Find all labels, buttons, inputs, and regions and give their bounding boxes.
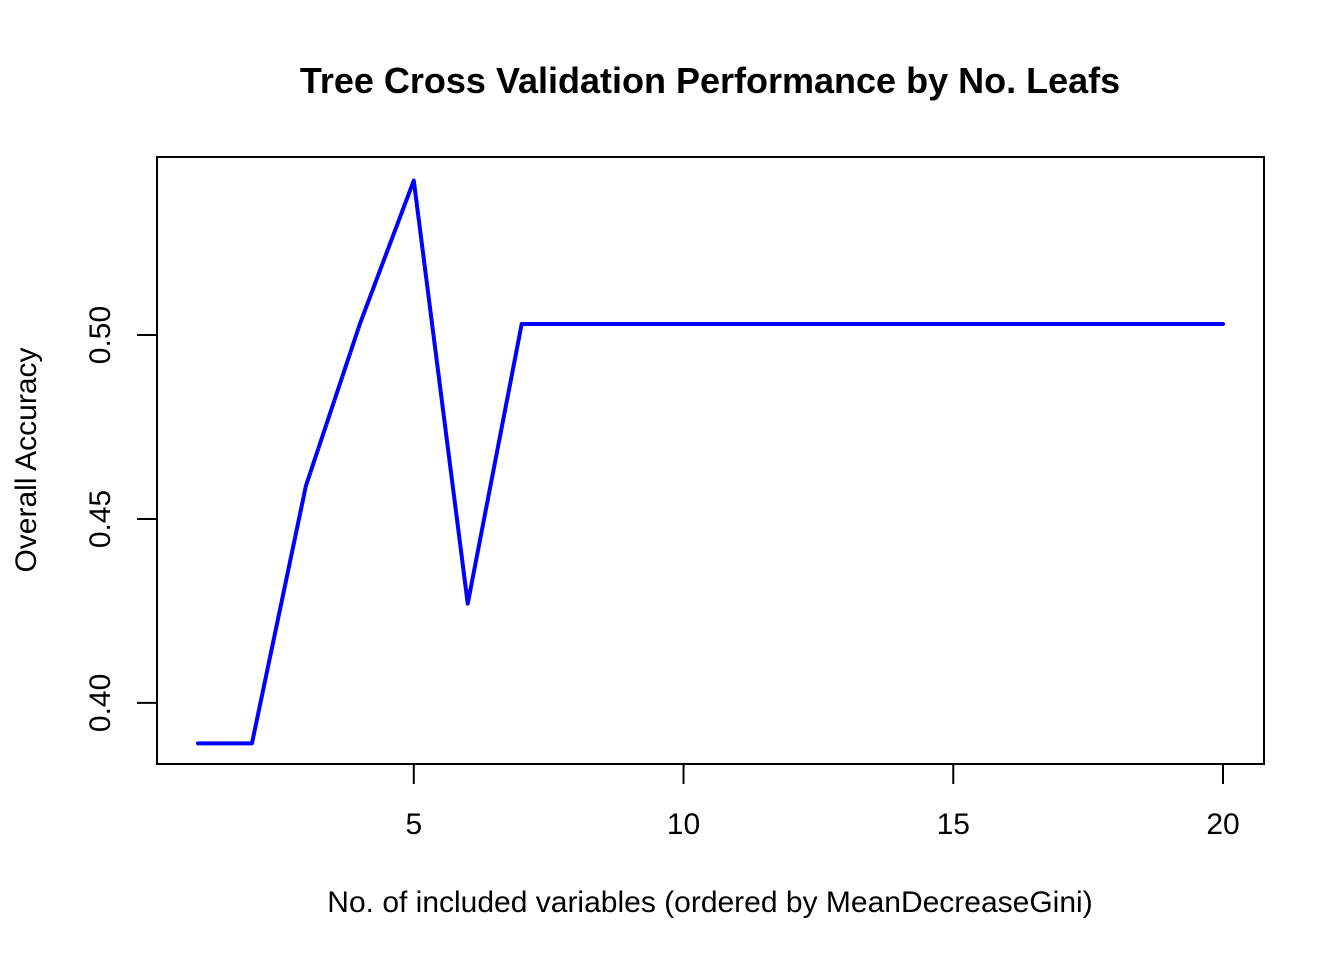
x-tick-label: 10 bbox=[667, 808, 700, 841]
data-point bbox=[359, 323, 361, 325]
data-point bbox=[575, 323, 577, 325]
plot-frame bbox=[156, 156, 1265, 765]
data-point bbox=[305, 485, 307, 487]
data-point bbox=[1114, 323, 1116, 325]
series-layer bbox=[196, 178, 1225, 746]
data-point bbox=[844, 323, 846, 325]
y-axis-label: Overall Accuracy bbox=[10, 347, 43, 572]
data-point bbox=[629, 323, 631, 325]
data-point bbox=[1222, 323, 1224, 325]
series-line bbox=[196, 178, 1225, 746]
x-axis-label: No. of included variables (ordered by Me… bbox=[327, 886, 1092, 919]
x-axis: 5 10 15 20 bbox=[405, 764, 1240, 841]
y-tick-label: 0.45 bbox=[84, 490, 117, 548]
y-tick-label: 0.50 bbox=[84, 306, 117, 364]
data-point bbox=[683, 323, 685, 325]
y-tick-label: 0.40 bbox=[84, 674, 117, 732]
chart-title: Tree Cross Validation Performance by No.… bbox=[300, 60, 1120, 101]
data-point bbox=[251, 742, 253, 744]
x-tick-label: 15 bbox=[937, 808, 970, 841]
data-point bbox=[898, 323, 900, 325]
data-point bbox=[197, 742, 199, 744]
y-axis: 0.40 0.45 0.50 bbox=[84, 306, 157, 732]
data-point bbox=[521, 323, 523, 325]
data-point bbox=[1168, 323, 1170, 325]
data-point bbox=[1060, 323, 1062, 325]
data-point bbox=[467, 603, 469, 605]
data-point bbox=[1006, 323, 1008, 325]
data-point bbox=[952, 323, 954, 325]
data-point bbox=[413, 180, 415, 182]
x-tick-label: 5 bbox=[405, 808, 422, 841]
data-point bbox=[736, 323, 738, 325]
x-tick-label: 20 bbox=[1206, 808, 1239, 841]
data-point bbox=[790, 323, 792, 325]
